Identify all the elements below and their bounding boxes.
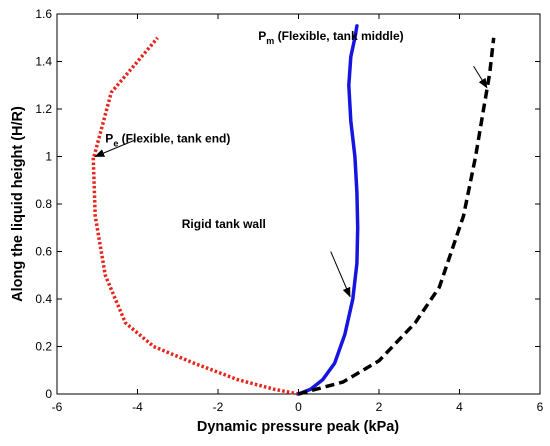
annotation-subscript: m [266, 36, 274, 46]
plot-area [56, 13, 541, 395]
x-tick-label: 6 [537, 400, 544, 414]
series-layer [91, 24, 496, 396]
annotation-layer: Pe (Flexible, tank end)Pm (Flexible, tan… [94, 29, 488, 298]
annotation-symbol: P [105, 131, 113, 145]
y-axis-label: Along the liquid height (H/R) [10, 106, 26, 302]
annotation-subscript: e [113, 138, 118, 148]
annotation-rigid: Rigid tank wall [182, 217, 266, 231]
y-tick-label: 1.6 [35, 7, 52, 21]
annotation-arrow-pe [94, 139, 136, 157]
x-tick-label: 4 [456, 400, 463, 414]
y-tick-label: 0 [45, 387, 52, 401]
y-tick-label: 1.2 [35, 102, 52, 116]
annotation-pe: Pe (Flexible, tank end) [105, 131, 230, 148]
x-tick-label: -6 [52, 400, 63, 414]
x-tick-label: 0 [295, 400, 302, 414]
series-line-pm [298, 37, 496, 396]
annotation-text: (Flexible, tank middle) [274, 29, 403, 43]
y-tick-label: 1.4 [35, 55, 52, 69]
series-line-rigid [296, 24, 360, 396]
annotation-text: (Flexible, tank end) [118, 131, 230, 145]
annotation-symbol: P [258, 29, 266, 43]
y-tick-label: 0.2 [35, 340, 52, 354]
annotation-arrow-pm [473, 65, 488, 89]
y-tick-label: 0.8 [35, 197, 52, 211]
annotation-pm: Pm (Flexible, tank middle) [258, 29, 403, 46]
x-axis-label: Dynamic pressure peak (kPa) [197, 419, 399, 435]
x-tick-label: -4 [132, 400, 143, 414]
annotation-arrow-rigid [330, 251, 351, 298]
x-tick-label: 2 [376, 400, 383, 414]
series-line-pe [91, 36, 299, 396]
tick-layer: -6 -4 -2 0 2 4 6 0 0.2 0.4 0.6 0.8 1 1.2 1.4 1.6 [35, 7, 543, 414]
y-tick-label: 1 [45, 150, 52, 164]
y-tick-label: 0.4 [35, 292, 52, 306]
x-tick-label: -2 [213, 400, 224, 414]
y-tick-label: 0.6 [35, 245, 52, 259]
